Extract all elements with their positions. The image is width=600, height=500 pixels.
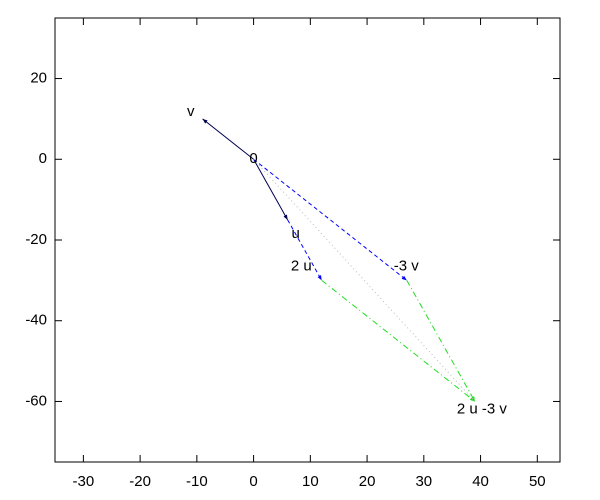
point-label: u — [291, 225, 299, 242]
x-tick-label: 30 — [415, 473, 432, 490]
x-tick-label: 50 — [529, 473, 546, 490]
vector — [253, 158, 476, 402]
point-label: v — [187, 103, 195, 120]
plot-frame — [54, 17, 561, 463]
x-tick-label: 40 — [472, 473, 489, 490]
point-label: 2 u — [291, 257, 312, 274]
x-tick-label: 0 — [249, 473, 257, 490]
x-tick-label: -10 — [186, 473, 208, 490]
vector — [287, 219, 323, 281]
x-tick-label: 10 — [302, 473, 319, 490]
y-tick-label: -20 — [25, 231, 47, 248]
x-tick-label: 20 — [359, 473, 376, 490]
vector — [253, 159, 289, 221]
y-tick-label: 0 — [39, 150, 47, 167]
point-label: 0 — [249, 150, 257, 167]
vector — [406, 280, 476, 402]
x-tick-label: -30 — [73, 473, 95, 490]
vector — [202, 118, 254, 160]
y-tick-label: -40 — [25, 312, 47, 329]
point-label: 2 u -3 v — [457, 400, 508, 417]
vector — [253, 158, 408, 281]
y-tick-label: -60 — [25, 392, 47, 409]
y-tick-label: 20 — [30, 70, 47, 87]
vector — [321, 279, 476, 402]
point-label: -3 v — [394, 257, 420, 274]
x-tick-label: -20 — [129, 473, 151, 490]
